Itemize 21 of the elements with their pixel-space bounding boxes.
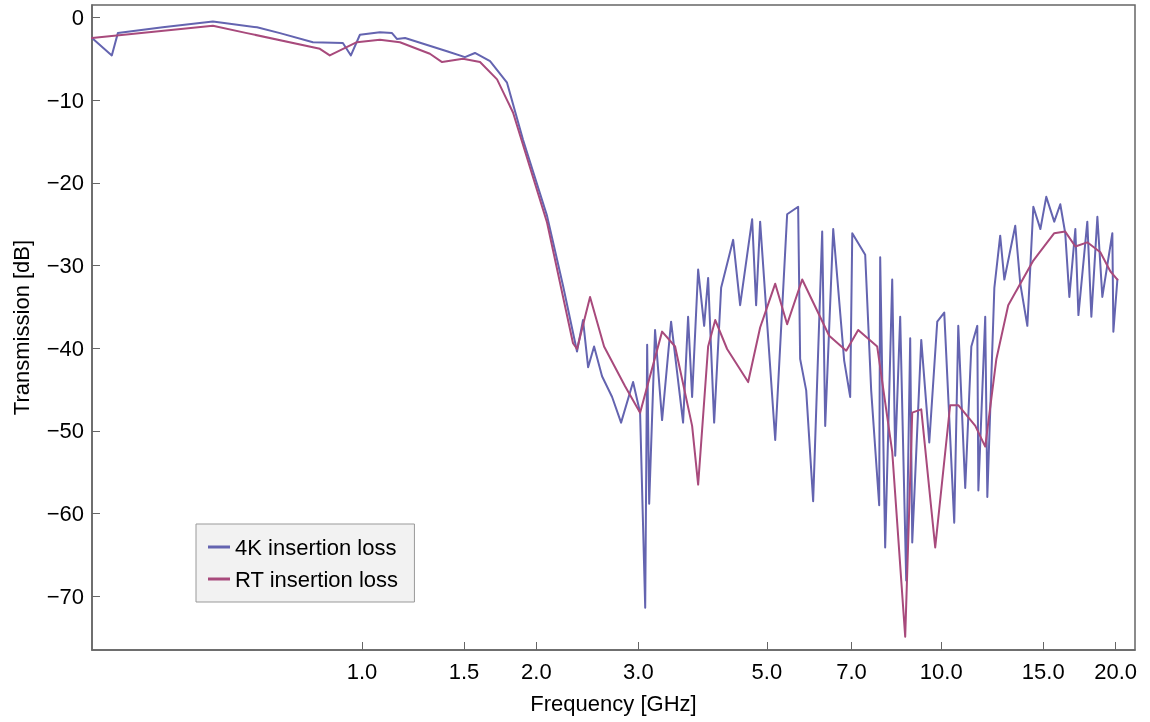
x-tick-label: 20.0 [1094, 658, 1138, 684]
y-axis-title: Transmission [dB] [8, 239, 34, 416]
y-tick-label: −70 [46, 583, 84, 609]
x-tick-label: 7.0 [836, 658, 867, 684]
x-tick-label: 1.5 [448, 658, 480, 684]
x-axis-title: Frequency [GHz] [530, 690, 697, 716]
y-tick-label: −20 [46, 170, 84, 196]
y-tick-label: −30 [46, 252, 84, 278]
x-tick-label: 3.0 [623, 658, 654, 684]
y-tick-label: −60 [46, 501, 84, 527]
y-tick-label: −50 [46, 418, 84, 444]
y-tick-label: −40 [46, 335, 84, 361]
x-tick-label: 15.0 [1021, 658, 1065, 684]
y-tick-label: 0 [71, 4, 84, 30]
legend-label: RT insertion loss [235, 566, 399, 592]
x-tick-label: 5.0 [751, 658, 783, 684]
x-tick-label: 10.0 [919, 658, 963, 684]
y-tick-label: −10 [46, 87, 84, 113]
x-tick-label: 2.0 [521, 658, 552, 684]
legend-label: 4K insertion loss [235, 534, 397, 560]
x-tick-label: 1.0 [346, 658, 378, 684]
